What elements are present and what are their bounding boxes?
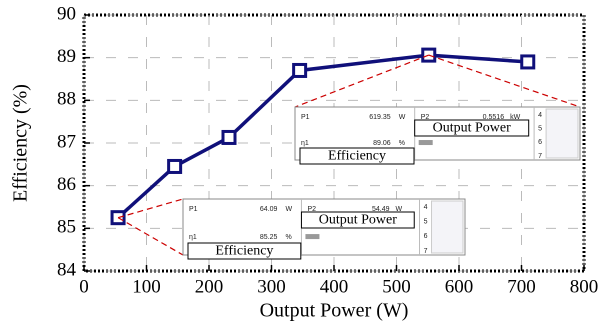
x-tick-label: 400 — [320, 276, 349, 297]
x-axis-title: Output Power (W) — [260, 300, 409, 322]
power-caption: Output Power — [433, 121, 512, 136]
indicator — [419, 140, 433, 145]
y-tick-label: 87 — [57, 131, 76, 152]
row-number: 7 — [538, 153, 542, 160]
x-tick-label: 800 — [570, 276, 599, 297]
y-tick-label: 89 — [57, 46, 76, 67]
row-number: 4 — [424, 204, 428, 211]
eta-label: η1 — [189, 234, 197, 241]
p1-unit: W — [285, 206, 292, 213]
eta-value: 89.06 — [373, 140, 391, 147]
power-caption: Output Power — [319, 213, 398, 228]
y-tick-label: 90 — [57, 3, 76, 24]
p1-unit: W — [399, 114, 406, 121]
p1-value: 619.35 — [369, 114, 391, 121]
row-number: 5 — [538, 126, 542, 133]
eta-value: 85.25 — [260, 234, 278, 241]
y-tick-label: 86 — [57, 174, 76, 195]
x-tick-label: 700 — [507, 276, 536, 297]
x-tick-label: 600 — [445, 276, 474, 297]
efficiency-caption: Efficiency — [215, 244, 273, 259]
x-tick-label: 500 — [382, 276, 411, 297]
x-tick-label: 200 — [195, 276, 224, 297]
y-tick-label: 85 — [57, 217, 76, 238]
row-number: 6 — [424, 233, 428, 240]
p1-label: P1 — [189, 206, 198, 213]
p1-value: 64.09 — [260, 206, 278, 213]
y-axis-title: Efficiency (%) — [10, 84, 32, 202]
row-number: 4 — [538, 112, 542, 119]
efficiency-caption: Efficiency — [328, 149, 386, 164]
x-tick-label: 300 — [257, 276, 286, 297]
data-point — [522, 56, 534, 68]
x-tick-label: 100 — [132, 276, 161, 297]
row-number: 6 — [538, 139, 542, 146]
data-point — [294, 64, 306, 76]
eta-unit: % — [285, 234, 291, 241]
mini-panel — [546, 109, 578, 158]
eta-label: η1 — [301, 140, 309, 147]
eta-unit: % — [399, 140, 405, 147]
y-tick-label: 88 — [57, 89, 76, 110]
row-number: 5 — [424, 219, 428, 226]
data-point — [223, 131, 235, 143]
y-tick-label: 84 — [57, 259, 77, 280]
x-tick-label: 0 — [79, 276, 89, 297]
mini-panel — [432, 201, 463, 253]
indicator — [305, 234, 319, 239]
p1-label: P1 — [301, 114, 310, 121]
chart: Output Power (W) Efficiency (%) 84 85 86 87… — [0, 0, 615, 328]
data-point — [169, 160, 181, 172]
row-number: 7 — [424, 248, 428, 255]
